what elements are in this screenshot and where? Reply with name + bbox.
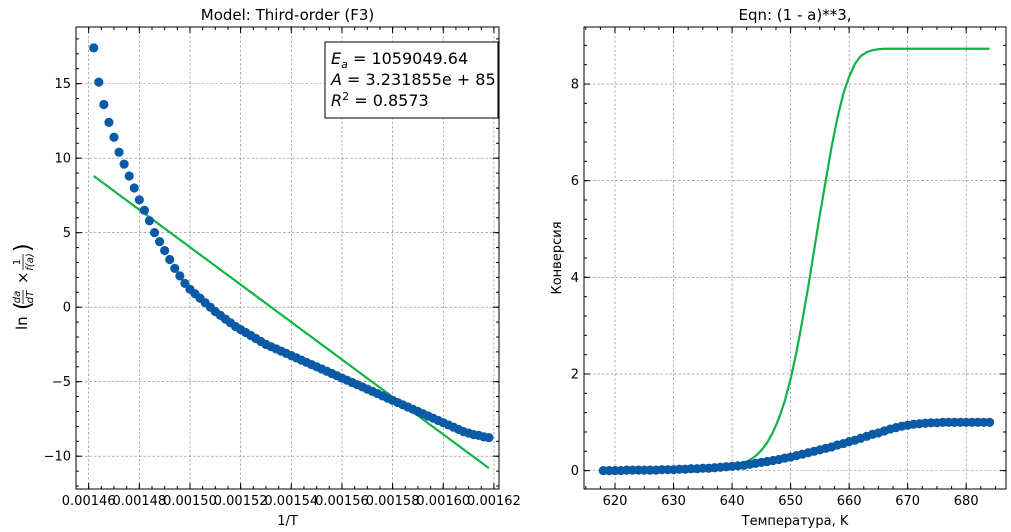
data-point	[119, 159, 129, 169]
x-axis-label: Температура, K	[741, 514, 849, 529]
y-tick-label: 0	[63, 301, 71, 316]
plot-frame	[75, 26, 500, 490]
y-label-paren-open: (	[11, 301, 36, 310]
data-point	[94, 77, 104, 87]
x-tick-label: 0.00148	[112, 494, 166, 509]
annotation-line: A = 3.231855e + 85	[330, 70, 496, 89]
y-label-num-1: 1	[12, 259, 23, 265]
y-tick-label: −10	[44, 450, 71, 465]
y-label-den-dT: dT	[25, 290, 36, 303]
x-tick-label: 0.00146	[62, 494, 116, 509]
x-tick-label: 680	[954, 494, 979, 509]
y-tick-label: 15	[54, 77, 71, 92]
plot-frame	[583, 26, 1007, 490]
data-point	[124, 171, 134, 181]
plot-area	[598, 47, 995, 476]
y-tick-label: 8	[571, 78, 579, 93]
data-point	[160, 245, 170, 256]
x-tick-label: 660	[837, 494, 862, 509]
y-tick-label: −5	[52, 375, 71, 390]
y-label-den-fa: f(a)	[25, 253, 36, 270]
x-tick-label: 630	[661, 494, 686, 509]
x-tick-label: 0.00156	[315, 494, 369, 509]
x-tick-label: 670	[895, 494, 920, 509]
y-label-num-da: da	[12, 291, 23, 303]
data-point	[99, 99, 109, 110]
y-tick-label: 5	[63, 226, 71, 241]
x-tick-label: 650	[778, 494, 803, 509]
x-axis-label: 1/T	[277, 514, 298, 529]
x-tick-label: 0.00160	[416, 494, 470, 509]
x-tick-label: 0.00152	[214, 494, 268, 509]
x-tick-label: 0.00150	[163, 494, 217, 509]
left-plot-fit: 0.001460.001480.001500.001520.001540.001…	[11, 6, 521, 529]
chart-title: Model: Third-order (F3)	[201, 6, 374, 24]
y-tick-label: 0	[571, 464, 579, 479]
y-label-paren-close: )	[11, 243, 36, 252]
data-point	[484, 432, 494, 443]
x-tick-label: 640	[720, 494, 745, 509]
data-point	[165, 254, 175, 265]
data-point	[175, 271, 185, 281]
data-point	[139, 205, 149, 215]
fit-line	[93, 175, 490, 470]
data-point	[114, 147, 124, 157]
x-tick-label: 620	[603, 494, 628, 509]
y-tick-label: 4	[571, 271, 579, 286]
data-point	[134, 195, 144, 205]
y-tick-label: 6	[571, 174, 579, 189]
y-label-ln: ln	[13, 316, 31, 330]
y-axis-label: ln (da dT × 1 f(a))	[11, 243, 36, 330]
fit-line	[603, 47, 990, 472]
data-point	[104, 117, 114, 127]
y-axis-label: Конверсия	[550, 221, 565, 294]
data-point	[985, 417, 995, 427]
data-point	[129, 183, 139, 193]
annotation-line: Ea = 1059049.64	[331, 49, 468, 71]
x-tick-label: 0.00154	[264, 494, 318, 509]
right-plot-conversion: 620 630 640 650 660 670 680 0 2 4 6 8 Eqn: (1 - a)**…	[550, 6, 1007, 529]
data-point	[154, 237, 165, 247]
annotation-line: R2 = 0.8573	[331, 90, 429, 110]
data-point	[109, 132, 119, 142]
x-tick-label: 0.00158	[366, 494, 420, 509]
data-point	[149, 228, 160, 238]
y-tick-label: 10	[54, 152, 71, 167]
data-point	[89, 43, 99, 53]
plot-area	[89, 43, 494, 470]
annotation-box	[324, 41, 499, 119]
y-label-times: ×	[14, 271, 32, 284]
y-tick-label: 2	[571, 367, 579, 382]
data-point	[170, 263, 180, 274]
data-point	[144, 216, 155, 226]
chart-title: Eqn: (1 - a)**3,	[738, 6, 851, 24]
x-tick-label: 0.00162	[467, 494, 521, 509]
